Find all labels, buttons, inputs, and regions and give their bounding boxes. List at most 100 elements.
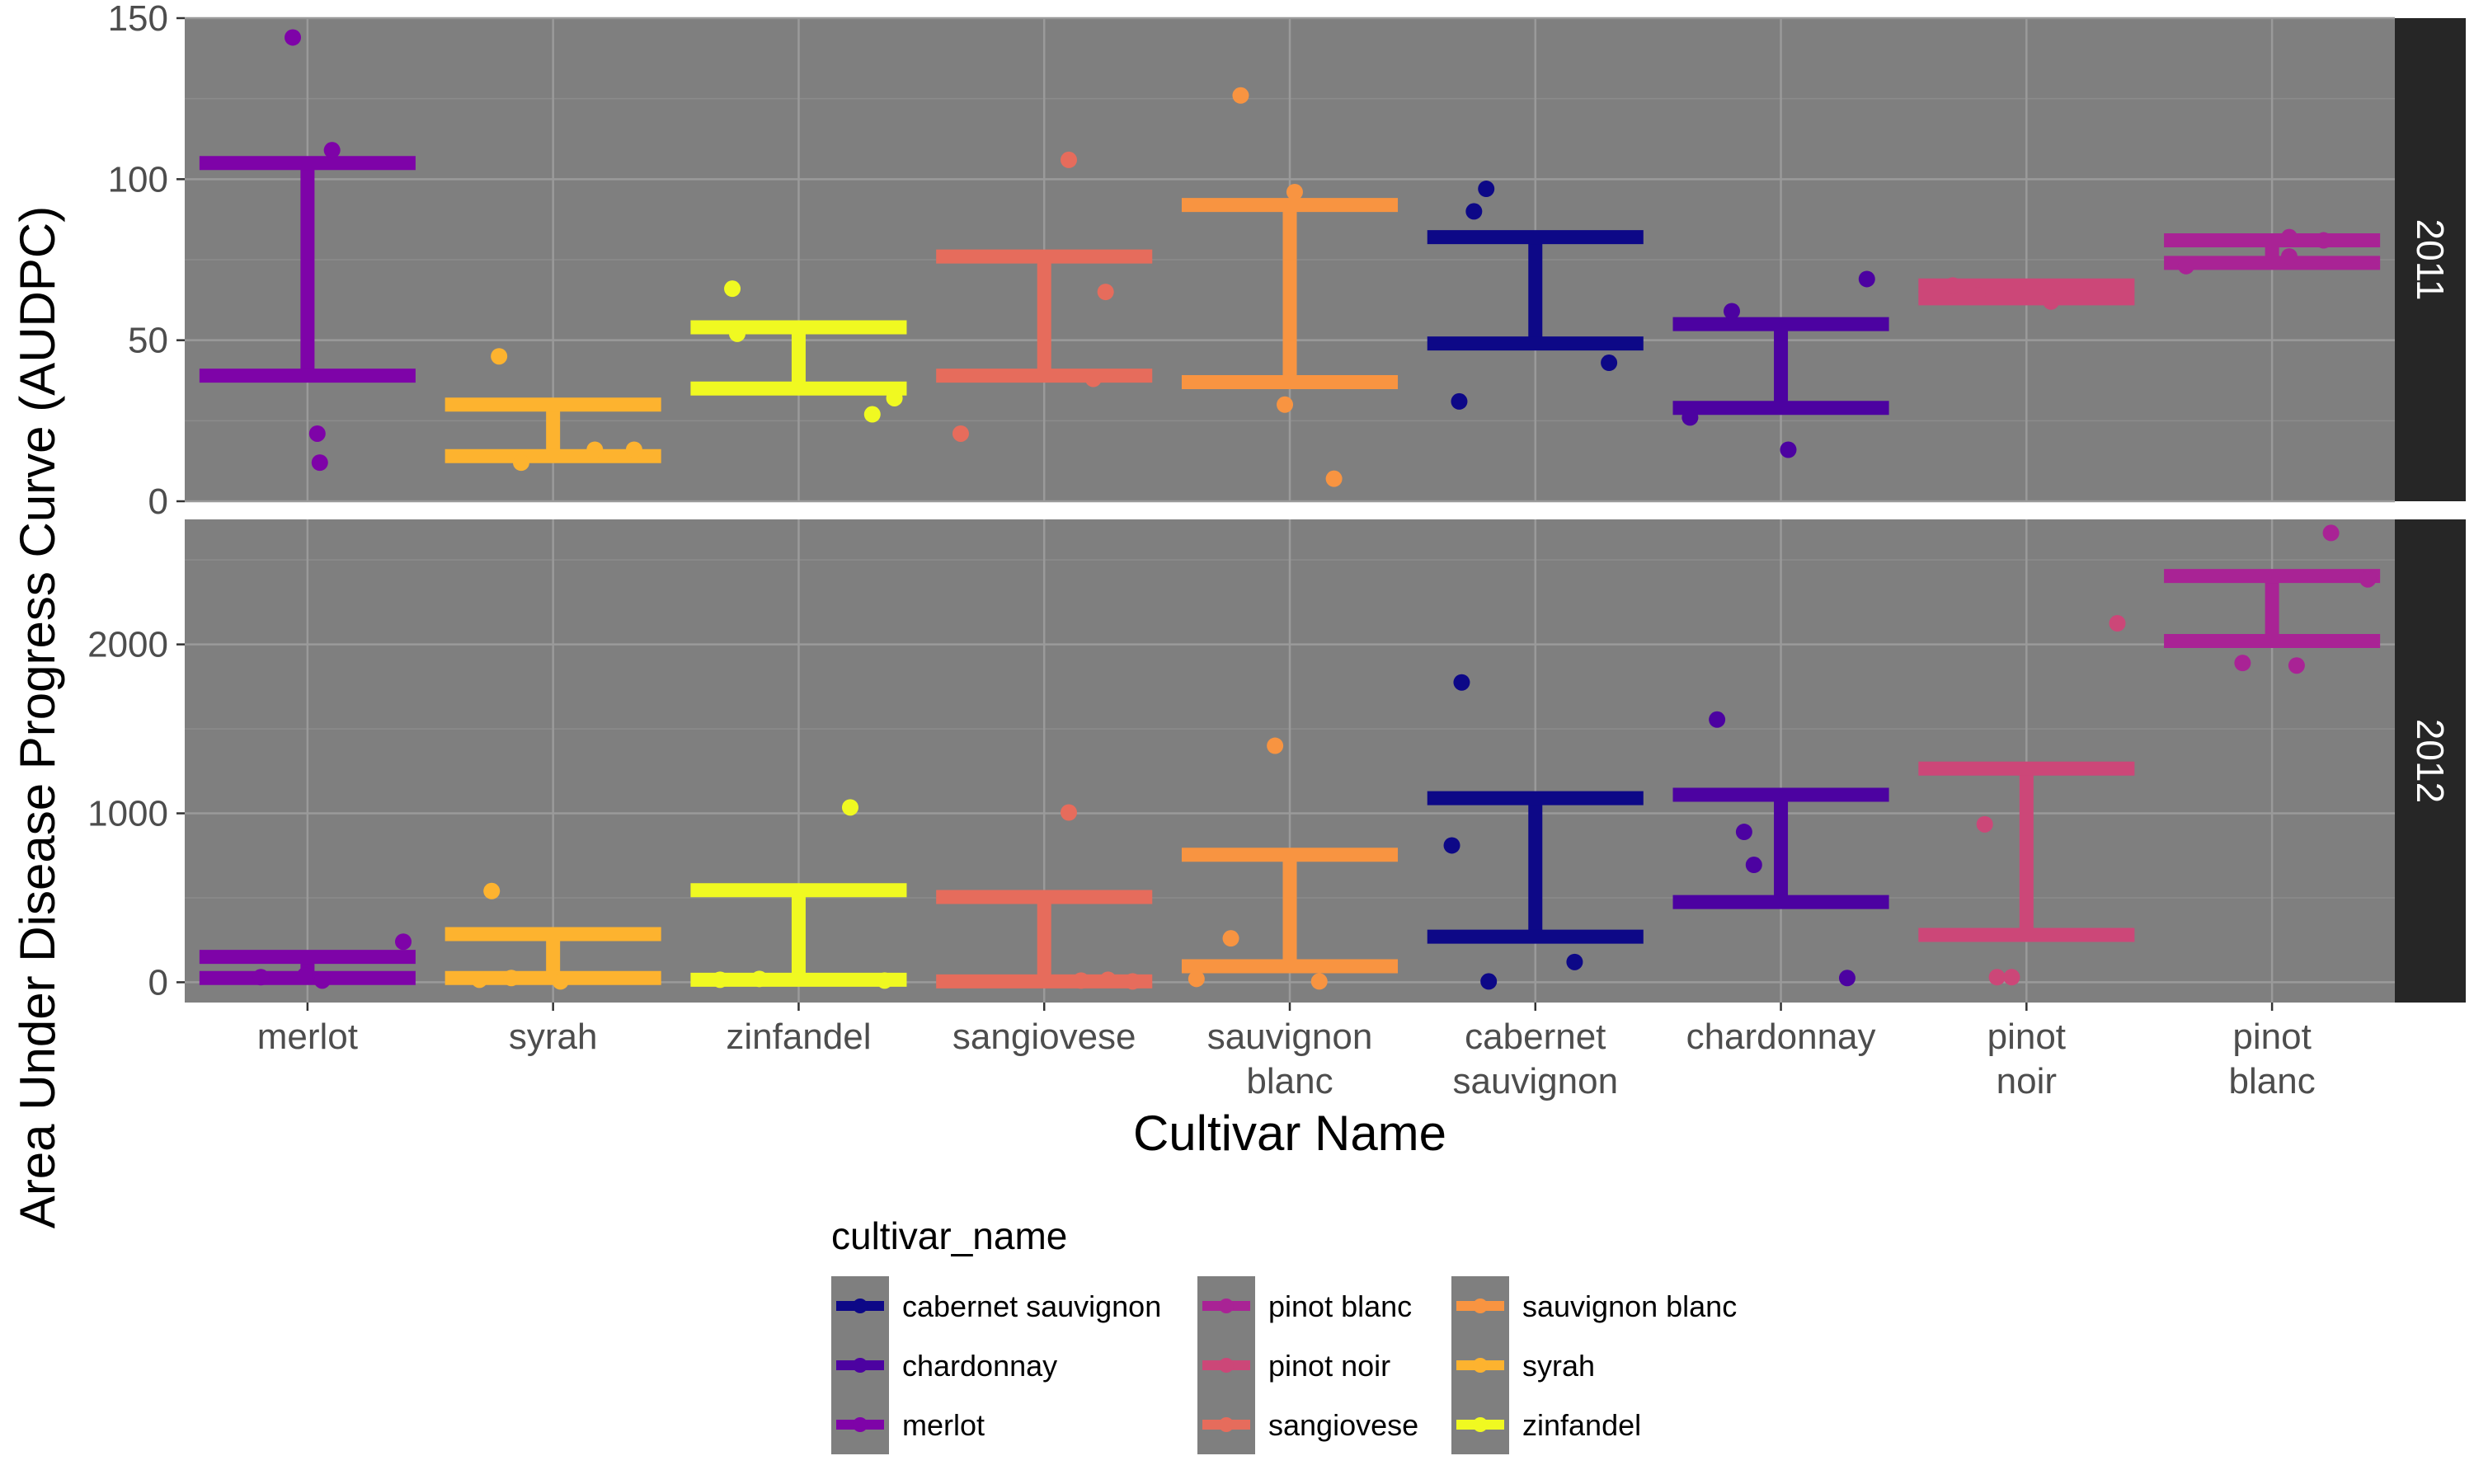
legend-label: merlot [902,1408,985,1442]
x-tick-label: syrah [509,1017,598,1057]
point-merlot [313,972,331,989]
point-pinot-blanc [2359,571,2377,588]
point-syrah [503,970,520,987]
point-merlot [395,933,412,951]
point-sangiovese [1124,973,1141,990]
point-sangiovese [1061,804,1077,821]
point-pinot-noir [1976,815,1993,833]
point-sauvignon-blanc [1222,930,1239,947]
point-merlot [323,142,341,159]
x-tick-labels: merlot syrah zinfandel sangiovese sauvignon b… [257,1003,2316,1101]
legend-key-point [853,1358,868,1373]
errorbar-chardonnay [1672,787,1889,909]
point-syrah [625,441,642,458]
x-tick-label: chardonnay [1686,1017,1876,1057]
point-chardonnay [1780,441,1797,458]
legend-label: syrah [1522,1349,1595,1383]
point-sangiovese [1084,370,1102,387]
y-tick-label: 0 [148,962,168,1003]
point-zinfandel [750,970,768,988]
y-tick-label: 150 [108,0,168,39]
legend-item-zinfandel: zinfandel [1451,1395,1641,1454]
point-merlot [296,967,313,984]
point-pinot-blanc [2315,232,2332,249]
point-syrah [483,882,501,899]
point-sangiovese [1061,151,1077,168]
legend-key-point [1219,1417,1234,1432]
facet-label: 2011 [2409,219,2452,301]
legend-item-pinot-noir: pinot noir [1197,1336,1390,1395]
legend-title: cultivar_name [831,1214,1067,1257]
x-tick-label: sauvignon blanc [1207,1017,1373,1101]
point-zinfandel [863,406,881,423]
point-pinot-blanc [2234,655,2251,672]
x-tick-label: sangiovese [952,1017,1136,1057]
point-chardonnay [1681,409,1699,426]
point-merlot [285,29,302,46]
y-tick-label: 0 [148,481,168,522]
errorbar-merlot [199,156,416,383]
errorbar-sauvignon-blanc [1181,848,1399,974]
y-tick-label: 1000 [87,794,168,834]
legend-label: sangiovese [1268,1408,1418,1442]
y-tick-label: 2000 [87,625,168,665]
point-chardonnay [1745,857,1762,874]
point-chardonnay [1724,303,1740,320]
facet-strip [2395,519,2466,1003]
legend-item-sangiovese: sangiovese [1197,1395,1418,1454]
point-cabernet-sauvignon [1465,203,1483,220]
point-pinot-noir [2003,969,2020,986]
x-tick-label: zinfandel [726,1017,871,1057]
point-sauvignon-blanc [1325,470,1343,487]
point-zinfandel [886,389,903,406]
point-pinot-noir [2043,293,2060,310]
errorbar-sangiovese [936,890,1153,989]
point-chardonnay [1838,970,1856,987]
point-sangiovese [1072,972,1089,989]
legend-key-point [1473,1417,1488,1432]
point-merlot [311,454,328,472]
point-syrah [552,973,569,990]
legend-label: chardonnay [902,1349,1057,1383]
legend-key-point [1473,1298,1488,1313]
point-chardonnay [1709,711,1726,728]
point-cabernet-sauvignon [1480,973,1498,990]
y-tick-label: 50 [128,321,168,361]
legend-label: zinfandel [1522,1408,1641,1442]
legend: cabernet sauvignon chardonnay merlot pinot … [831,1276,1737,1454]
point-pinot-blanc [2177,257,2194,275]
x-tick-label: pinot noir [1987,1017,2066,1101]
errorbar-sauvignon-blanc [1181,198,1399,389]
legend-item-pinot-blanc: pinot blanc [1197,1276,1412,1336]
errorbar-pinot-blanc [2164,569,2381,649]
point-pinot-blanc [2288,657,2305,674]
legend-label: pinot blanc [1268,1289,1412,1323]
point-sauvignon-blanc [1286,183,1303,200]
point-zinfandel [724,280,741,298]
legend-key-point [853,1417,868,1432]
legend-item-cabernet-sauvignon: cabernet sauvignon [831,1276,1161,1336]
legend-item-chardonnay: chardonnay [831,1336,1057,1395]
point-cabernet-sauvignon [1566,953,1583,970]
x-tick-label: merlot [257,1017,358,1057]
point-syrah [586,441,604,458]
point-zinfandel [712,971,729,989]
errorbar-chardonnay [1672,317,1889,416]
point-pinot-noir [1945,277,1961,294]
errorbar-cabernet-sauvignon [1427,791,1644,944]
point-syrah [512,454,529,472]
errorbar-pinot-noir [1918,761,2135,942]
point-sangiovese [1097,284,1114,301]
point-sauvignon-blanc [1277,396,1294,413]
y-axis-title: Area Under Disease Progress Curve (AUDPC… [10,206,65,1228]
point-zinfandel [841,799,858,816]
point-merlot [252,969,270,986]
facet-panels: 0 50 100 150 2011 0 1000 2000 2012 [87,0,2466,1003]
point-sauvignon-blanc [1188,970,1205,988]
point-cabernet-sauvignon [1601,355,1618,372]
x-tick-label: pinot blanc [2229,1017,2316,1101]
point-pinot-noir [2109,615,2126,632]
point-pinot-blanc [2280,228,2298,246]
point-syrah [471,971,488,989]
